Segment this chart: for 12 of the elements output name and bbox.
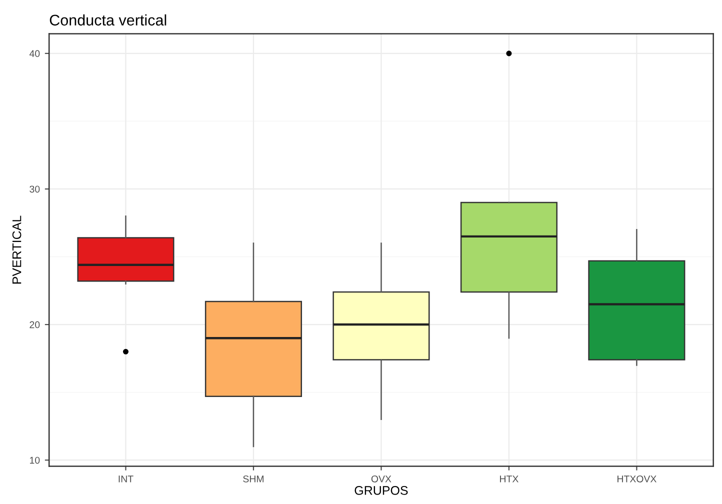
x-tick-label: SHM — [243, 475, 264, 482]
y-tick-label: 20 — [30, 321, 40, 328]
x-tick-label: HTXOVX — [618, 475, 656, 482]
x-axis-title: GRUPOS — [354, 486, 408, 495]
x-tick-label: OVX — [371, 475, 392, 482]
y-tick-label: 10 — [30, 456, 40, 464]
y-tick-label: 40 — [29, 50, 40, 58]
y-axis-title: PVERTICAL — [12, 216, 22, 284]
x-tick-label: INT — [118, 476, 134, 482]
chart-title: Conducta vertical — [50, 14, 166, 26]
x-tick-label: HTX — [500, 476, 518, 482]
y-tick-label: 30 — [30, 186, 40, 193]
